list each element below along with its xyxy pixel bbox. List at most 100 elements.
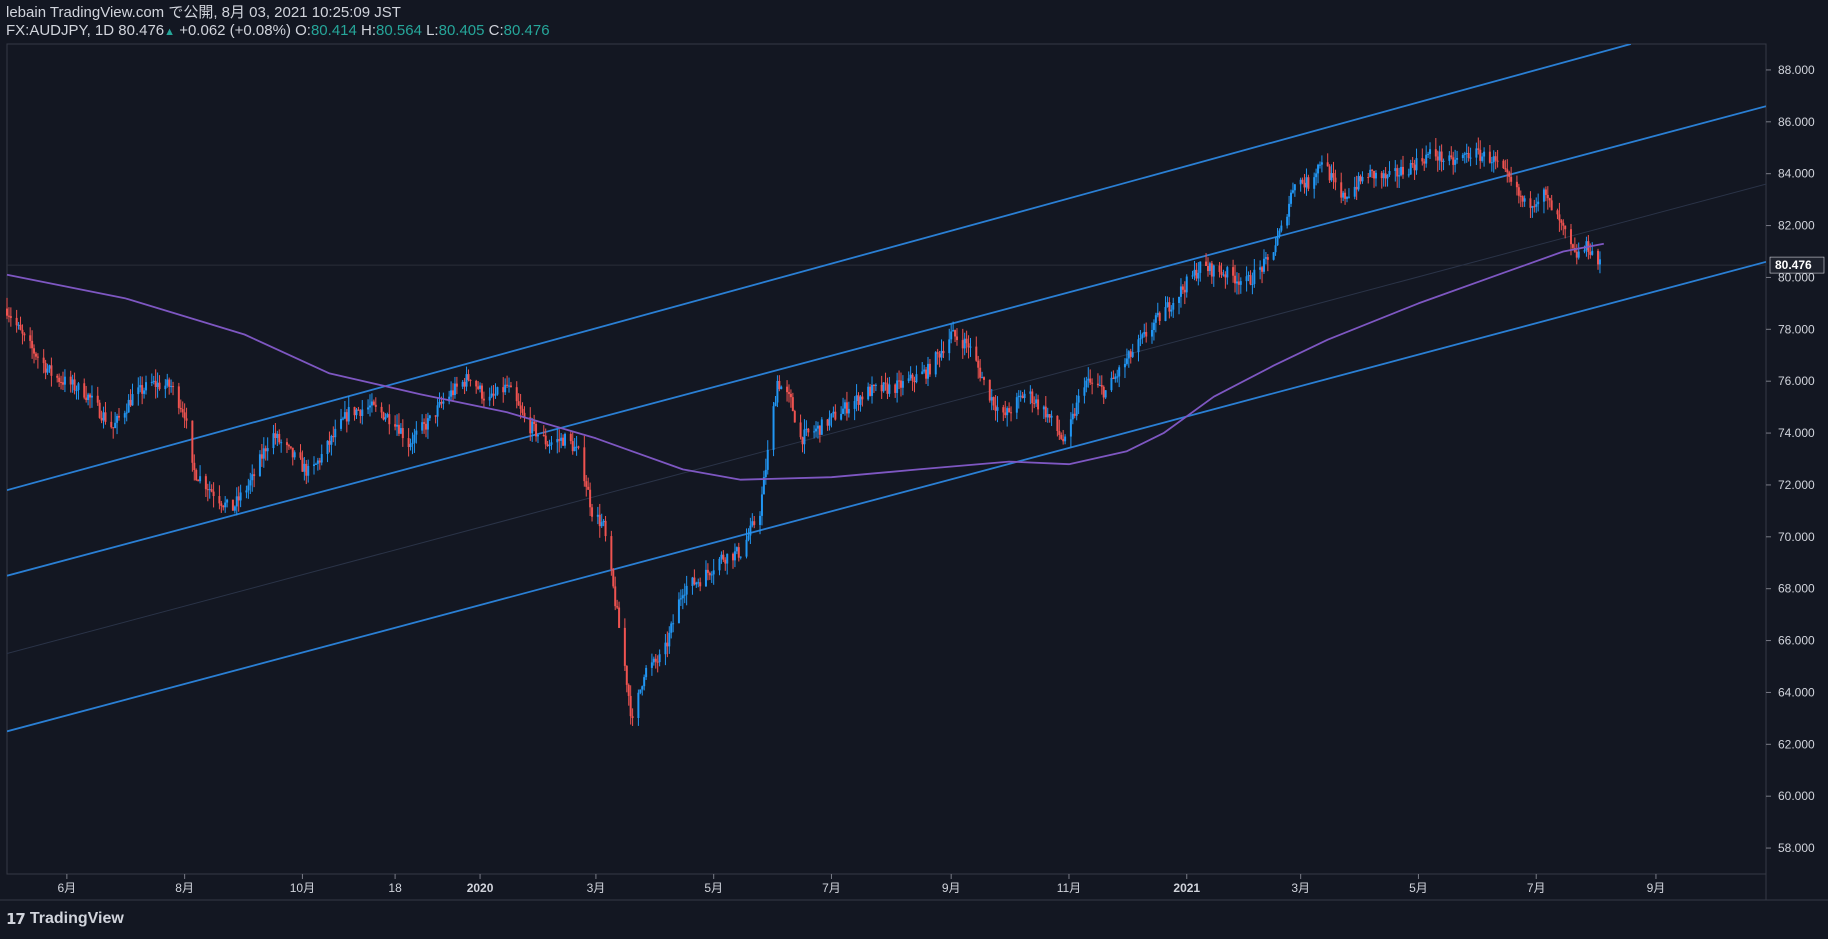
candle-body [731, 553, 734, 561]
candle-body [285, 442, 288, 446]
candle-body [247, 485, 250, 491]
candle-body [629, 695, 632, 717]
candle-body [1015, 397, 1018, 413]
candle-body [289, 446, 292, 448]
candle-body [272, 433, 275, 449]
candle-body [370, 401, 373, 406]
candle-body [1029, 391, 1032, 394]
last-price-badge [1769, 256, 1825, 274]
candle-body [1508, 172, 1511, 177]
candle-body [1274, 245, 1277, 253]
candle-body [799, 422, 802, 438]
candle-body [550, 442, 553, 445]
candle-body [1293, 184, 1296, 191]
candle-body [380, 406, 383, 413]
candle-body [1490, 162, 1493, 164]
channel-lines[interactable] [7, 44, 1766, 733]
candle-body [1150, 329, 1153, 337]
candle-body [1021, 395, 1024, 399]
candle-body [1400, 166, 1403, 176]
candle-body [583, 447, 586, 482]
candle-body [762, 477, 765, 495]
y-tick-label: 88.000 [1778, 63, 1815, 77]
candle-body [1427, 153, 1430, 155]
candle-body [90, 395, 93, 398]
candle-body [749, 525, 752, 536]
candle-body [262, 448, 265, 459]
candle-body [494, 394, 497, 396]
candle-body [911, 374, 914, 381]
candle-body [1346, 197, 1349, 199]
candle-body [683, 594, 686, 596]
candle-body [1249, 275, 1252, 285]
tradingview-branding[interactable]: 𝟭𝟳 TradingView [6, 910, 124, 928]
candle-body [1353, 186, 1356, 197]
candle-body [301, 457, 304, 472]
y-tick-label: 74.000 [1778, 426, 1815, 440]
candle-body [100, 417, 103, 421]
candle-body [894, 384, 897, 393]
price-axis[interactable]: 58.000 60.000 62.000 64.000 66.000 68.000 70.0… [1766, 63, 1825, 855]
candle-body [316, 460, 319, 464]
candle-body [925, 369, 928, 379]
candle-body [693, 577, 696, 585]
candle-body [479, 385, 482, 389]
candle-body [1550, 200, 1553, 211]
candles [6, 137, 1601, 726]
high-value: 80.564 [376, 22, 422, 39]
candle-body [357, 409, 360, 411]
candle-body [1438, 151, 1441, 161]
candle-body [1222, 274, 1225, 276]
candle-body [1085, 380, 1088, 388]
candle-body [509, 385, 512, 388]
candle-body [185, 418, 188, 421]
candle-body [199, 476, 202, 482]
candle-body [826, 419, 829, 426]
candle-body [1178, 296, 1181, 303]
candle-body [650, 662, 653, 668]
x-tick-label: 5月 [704, 881, 723, 895]
candle-body [1357, 176, 1360, 190]
candle-body [1145, 331, 1148, 337]
candle-body [1234, 275, 1237, 284]
candle-body [759, 515, 762, 525]
candle-body [210, 489, 213, 492]
candle-body [17, 324, 20, 326]
candle-body [1371, 169, 1374, 171]
x-tick-label: 7月 [822, 881, 841, 895]
candle-body [1183, 289, 1186, 293]
candle-body [125, 412, 128, 414]
moving-average-line [6, 242, 1604, 481]
candle-body [1143, 331, 1146, 335]
candle-body [610, 536, 613, 570]
candle-body [496, 387, 499, 395]
candle-body [542, 434, 545, 436]
time-axis[interactable]: 6月 8月 10月 18 2020 3月 5月 7月 9月 11月 2021 3月 5月 7月 9月 [58, 874, 1666, 895]
candle-body [42, 357, 45, 364]
candle-body [1280, 225, 1283, 231]
candle-body [618, 607, 621, 628]
candle-body [85, 397, 88, 401]
candle-body [598, 514, 601, 527]
candle-body [882, 382, 885, 392]
y-tick-label: 66.000 [1778, 634, 1815, 648]
candle-body [1083, 387, 1086, 396]
candle-body [177, 386, 180, 408]
candle-body [1044, 406, 1047, 418]
candle-body [884, 382, 887, 384]
candle-body [519, 405, 522, 409]
low-label: L: [426, 22, 439, 39]
candle-body [1537, 201, 1540, 205]
x-tick-label: 6月 [58, 881, 77, 895]
candle-body [249, 480, 252, 486]
candle-body [1193, 269, 1196, 276]
candle-body [1467, 152, 1470, 158]
candle-body [952, 330, 955, 332]
candle-body [1023, 393, 1026, 399]
candle-body [990, 397, 993, 401]
candle-body [1475, 148, 1478, 158]
candle-body [1529, 198, 1532, 208]
candle-body [19, 324, 22, 330]
candle-body [206, 489, 209, 491]
